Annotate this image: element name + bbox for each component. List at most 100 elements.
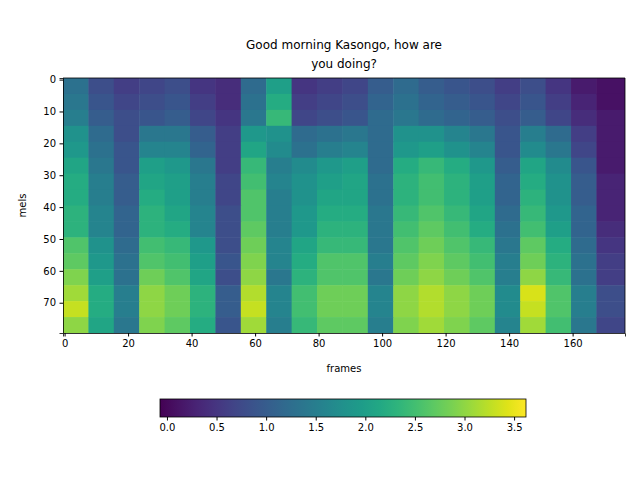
heatmap-cell xyxy=(444,174,470,190)
heatmap-cell xyxy=(444,110,470,126)
tick-label: 160 xyxy=(564,338,583,349)
heatmap-cell xyxy=(419,94,445,110)
heatmap-cell xyxy=(444,301,470,317)
heatmap-cell xyxy=(444,78,470,94)
heatmap-cell xyxy=(190,253,216,269)
tick-label: 20 xyxy=(43,138,56,149)
tick-label: 40 xyxy=(186,338,199,349)
heatmap-cell xyxy=(495,301,521,317)
heatmap-cell xyxy=(546,158,572,174)
heatmap-cell xyxy=(139,285,165,301)
heatmap-cell xyxy=(215,253,241,269)
heatmap-cell xyxy=(165,174,191,190)
heatmap-cell xyxy=(114,301,140,317)
heatmap-cell xyxy=(114,206,140,222)
heatmap-cell xyxy=(596,190,625,206)
heatmap-cell xyxy=(546,253,572,269)
title: Good morning Kasongo, how areyou doing? xyxy=(246,38,442,71)
heatmap-cell xyxy=(114,126,140,142)
heatmap-cell xyxy=(88,301,114,317)
heatmap-cell xyxy=(165,206,191,222)
heatmap-cell xyxy=(88,221,114,237)
heatmap-cell xyxy=(393,78,419,94)
heatmap-cell xyxy=(342,94,368,110)
heatmap-cell xyxy=(419,206,445,222)
tick: 100 xyxy=(373,333,392,349)
heatmap-cell xyxy=(266,110,292,126)
heatmap-cell xyxy=(317,269,343,285)
tick-label: 0.5 xyxy=(209,422,225,433)
heatmap-cell xyxy=(444,142,470,158)
heatmap-cell xyxy=(114,190,140,206)
heatmap-cell xyxy=(139,142,165,158)
heatmap-cell xyxy=(317,253,343,269)
heatmap-cell xyxy=(419,253,445,269)
heatmap-cell xyxy=(393,174,419,190)
heatmap-cell xyxy=(266,237,292,253)
heatmap-cell xyxy=(241,174,267,190)
heatmap-cell xyxy=(139,301,165,317)
heatmap-cell xyxy=(368,142,394,158)
heatmap-cell xyxy=(292,253,318,269)
heatmap-cell xyxy=(444,269,470,285)
heatmap-cell xyxy=(469,126,495,142)
heatmap-cell xyxy=(165,94,191,110)
tick: 30 xyxy=(43,170,63,181)
heatmap-cell xyxy=(139,317,165,333)
tick: 2.0 xyxy=(358,417,374,433)
heatmap-cell xyxy=(88,174,114,190)
heatmap-cell xyxy=(292,237,318,253)
heatmap-cell xyxy=(88,253,114,269)
heatmap-cell xyxy=(342,126,368,142)
heatmap-cell xyxy=(292,78,318,94)
heatmap-cell xyxy=(419,317,445,333)
heatmap-cell xyxy=(165,158,191,174)
heatmap-cell xyxy=(393,190,419,206)
heatmap-cell xyxy=(368,110,394,126)
heatmap-cell xyxy=(393,253,419,269)
tick: 1.5 xyxy=(308,417,324,433)
heatmap-cell xyxy=(419,142,445,158)
heatmap-cell xyxy=(571,142,597,158)
heatmap-cell xyxy=(190,94,216,110)
heatmap-cell xyxy=(546,126,572,142)
heatmap-cell xyxy=(88,110,114,126)
tick-mark xyxy=(167,417,168,421)
heatmap-cell xyxy=(469,190,495,206)
heatmap-cell xyxy=(368,158,394,174)
heatmap-cell xyxy=(317,317,343,333)
heatmap-cell xyxy=(215,142,241,158)
heatmap-cell xyxy=(292,221,318,237)
tick: 20 xyxy=(122,333,135,349)
heatmap-cell xyxy=(596,158,625,174)
heatmap-cell xyxy=(444,126,470,142)
tick-label: 100 xyxy=(373,338,392,349)
heatmap-cell xyxy=(139,158,165,174)
tick-mark xyxy=(316,417,317,421)
heatmap-cell xyxy=(63,237,89,253)
heatmap-cell xyxy=(571,269,597,285)
heatmap-cell xyxy=(546,110,572,126)
heatmap-cell xyxy=(419,190,445,206)
heatmap-cell xyxy=(63,158,89,174)
heatmap-cell xyxy=(495,110,521,126)
tick-mark xyxy=(382,333,383,337)
heatmap-cell xyxy=(469,174,495,190)
heatmap-cell xyxy=(241,110,267,126)
heatmap-cell xyxy=(266,174,292,190)
heatmap-cell xyxy=(546,237,572,253)
heatmap-cell xyxy=(393,301,419,317)
heatmap-cell xyxy=(165,110,191,126)
tick: 10 xyxy=(43,106,63,117)
heatmap-cell xyxy=(88,78,114,94)
heatmap-cell xyxy=(241,237,267,253)
heatmap-cell xyxy=(342,174,368,190)
heatmap-cell xyxy=(393,269,419,285)
heatmap-cell xyxy=(520,221,546,237)
heatmap-cell xyxy=(88,206,114,222)
heatmap-cell xyxy=(241,142,267,158)
axis-line xyxy=(64,334,626,337)
tick-label: 1.0 xyxy=(259,422,275,433)
heatmap-cell xyxy=(63,110,89,126)
heatmap-cell xyxy=(520,269,546,285)
